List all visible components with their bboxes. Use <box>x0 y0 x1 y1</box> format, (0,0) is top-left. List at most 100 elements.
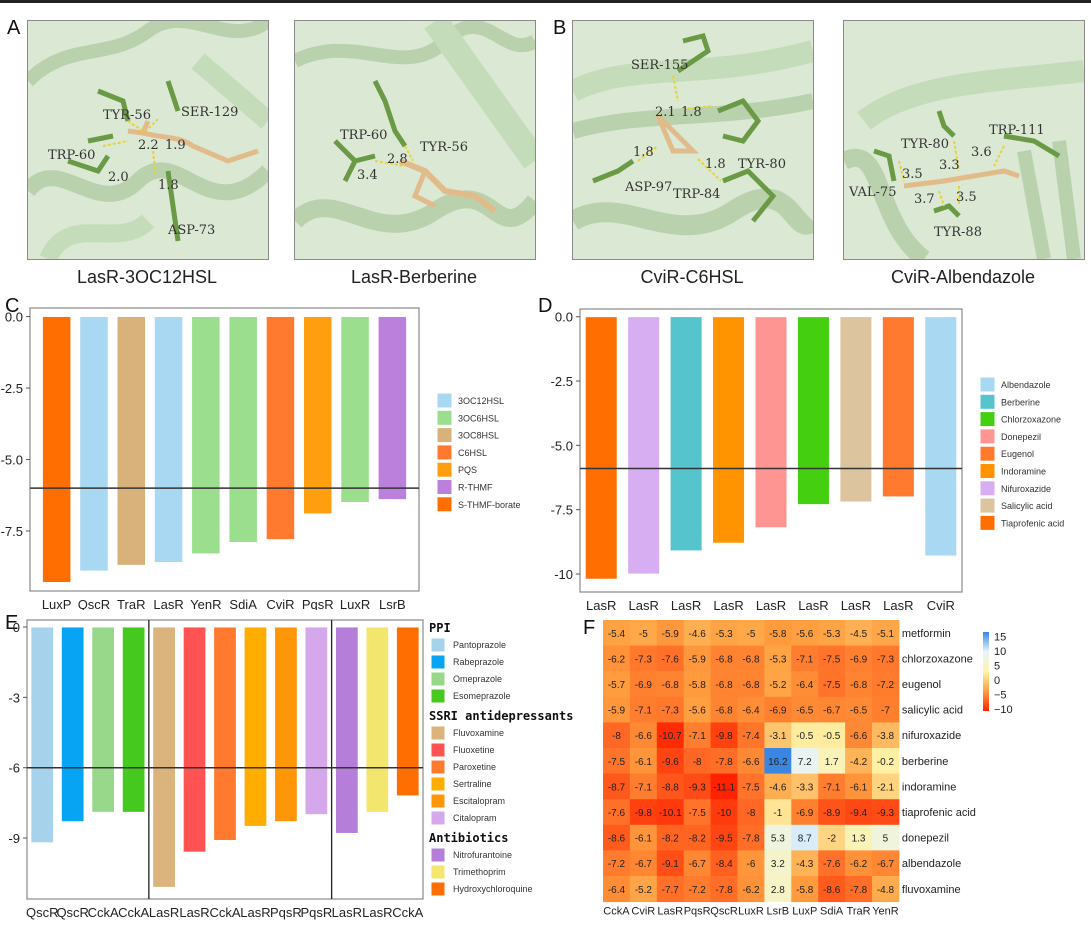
heatmap-row-label: fluvoxamine <box>902 884 961 896</box>
heatmap-cell-value: -7.7 <box>662 885 680 896</box>
legend-label: Trimethoprim <box>453 867 506 877</box>
heatmap-cell <box>872 799 900 826</box>
heatmap-cell <box>710 696 738 723</box>
heatmap-column-label: QscR <box>710 906 738 918</box>
heatmap-cell <box>656 850 685 877</box>
heatmap-cell-value: -2.1 <box>877 782 895 793</box>
heatmap-cell-value: -7.1 <box>796 654 814 665</box>
heatmap-cell-value: 16.2 <box>768 757 788 768</box>
chart-c-binding-energy-bar: 0.0 -2.5 -5.0 -7.5 LuxP QscR TraR LasR YenR SdiA C… <box>0 300 545 610</box>
heatmap-cell-value: -6.6 <box>850 731 868 742</box>
chart-svg: 0.0 -2.5 -5.0 -7.5 LuxP QscR TraR LasR YenR SdiA C… <box>1 307 521 610</box>
distance-label: 3.4 <box>357 168 378 183</box>
heatmap-cell <box>845 876 873 903</box>
heatmap-cell-value: -1 <box>773 808 782 819</box>
x-tick-label: LasR <box>586 598 616 613</box>
structure-caption: LasR-3OC12HSL <box>76 267 218 287</box>
heatmap-row-label: tiaprofenic acid <box>902 807 976 819</box>
heatmap-cell-value: -4.5 <box>850 629 868 640</box>
heatmap-cell-value: -6.1 <box>850 782 868 793</box>
y-tick-label: -7.5 <box>1 524 23 539</box>
x-tick-label: PqsR <box>302 597 334 610</box>
heatmap-cell <box>737 824 765 851</box>
legend-label: Fluoxetine <box>453 745 495 755</box>
x-tick-label: CckA <box>392 905 423 920</box>
legend-label: Albendazole <box>1001 380 1051 390</box>
heatmap-cell <box>683 876 712 903</box>
x-tick-label: LuxR <box>340 597 370 610</box>
legend-swatch <box>979 411 996 428</box>
bar-nifuroxazide <box>627 316 660 575</box>
x-tick-label: LasR <box>756 598 786 613</box>
distance-label: 3.5 <box>902 167 923 182</box>
y-tick-label: 0.0 <box>5 310 23 325</box>
distance-label: 3.7 <box>914 192 935 207</box>
heatmap-cell-value: -3.1 <box>769 731 787 742</box>
x-tick-label: QscR <box>56 905 89 920</box>
heatmap-cell <box>818 722 846 749</box>
heatmap-cell-value: -6.6 <box>742 757 760 768</box>
x-tick-label: LasR <box>179 905 209 920</box>
legend-label: Eugenol <box>1001 449 1034 459</box>
x-tick-label: PqsR <box>300 905 332 920</box>
heatmap-cell-value: -6.8 <box>742 680 760 691</box>
legend-label: Berberine <box>1001 397 1040 407</box>
heatmap-cell-value: -6.8 <box>850 680 868 691</box>
heatmap-cell-value: -6.7 <box>635 859 653 870</box>
protein-ligand-render: TYR-56 SER-129 TRP-60 ASP-73 2.2 1.9 2.0… <box>28 21 268 259</box>
heatmap-cell-value: -7.8 <box>715 757 733 768</box>
legend-label: Citalopram <box>453 813 497 823</box>
distance-label: 1.8 <box>158 178 179 193</box>
heatmap-cell <box>603 876 631 903</box>
heatmap-cell <box>872 748 900 775</box>
heatmap-cell-value: -5.2 <box>635 885 653 896</box>
heatmap-cell <box>845 671 873 698</box>
heatmap-column-label: LuxP <box>792 906 817 918</box>
x-tick-label: LasR <box>713 598 743 613</box>
bar-hydroxychloroquine <box>396 626 420 797</box>
heatmap-cell-value: -5.8 <box>796 885 814 896</box>
heatmap-row-label: chlorzoxazone <box>902 653 973 665</box>
heatmap-cell-value: -7.5 <box>608 757 626 768</box>
y-tick-label: 0 <box>13 620 20 635</box>
heatmap-cell-value: -7.4 <box>742 731 760 742</box>
legend-section-title: Antibiotics <box>429 831 508 845</box>
heatmap-cell-value: -7.1 <box>635 782 653 793</box>
heatmap-cell <box>710 799 738 826</box>
heatmap-cell <box>603 799 631 826</box>
heatmap-cell-value: -7.5 <box>823 654 841 665</box>
heatmap-cell <box>710 620 738 647</box>
heatmap-cell-value: -8 <box>693 757 702 768</box>
bar-berberine <box>669 316 703 552</box>
bar-donepezil <box>754 316 788 529</box>
residue-label: TRP-111 <box>989 123 1045 138</box>
heatmap-cell-value: -6.8 <box>715 706 733 717</box>
panel-label-d: D <box>538 295 553 317</box>
protein-ligand-render: SER-155 TYR-80 ASP-97 TRP-84 2.1 1.8 1.8… <box>573 33 813 236</box>
legend-label: Rabeprazole <box>453 657 504 667</box>
legend-label: Nifuroxazide <box>1001 484 1051 494</box>
heatmap-cell-value: 3.2 <box>771 859 785 870</box>
bar-3oc6hsl <box>340 316 370 503</box>
heatmap-cell-value: -3.3 <box>796 782 814 793</box>
colorbar-tick-label: 10 <box>994 646 1006 658</box>
heatmap-cell <box>737 671 765 698</box>
heatmap-cell <box>737 876 765 903</box>
legend-swatch <box>436 409 453 426</box>
legend-label: 3OC12HSL <box>458 396 504 406</box>
heatmap-cell-value: 5 <box>883 834 889 845</box>
heatmap-cell <box>872 620 900 647</box>
heatmap-cell <box>603 620 631 647</box>
heatmap-cell <box>791 645 819 672</box>
heatmap-cell-value: -10.1 <box>659 808 682 819</box>
chart-d-binding-energy-bar: 0.0 -2.5 -5.0 -7.5 -10 LasR LasR LasR LasR LasR La… <box>540 300 1091 615</box>
heatmap-cell <box>629 748 658 775</box>
heatmap-cell <box>845 773 873 800</box>
heatmap-cell <box>656 773 685 800</box>
residue-label: VAL-75 <box>848 185 896 200</box>
heatmap-cell-value: -7.3 <box>662 706 680 717</box>
heatmap-cell <box>818 696 846 723</box>
heatmap-row-label: nifuroxazide <box>902 730 961 742</box>
heatmap-cell <box>656 645 685 672</box>
heatmap-cell <box>629 799 658 826</box>
